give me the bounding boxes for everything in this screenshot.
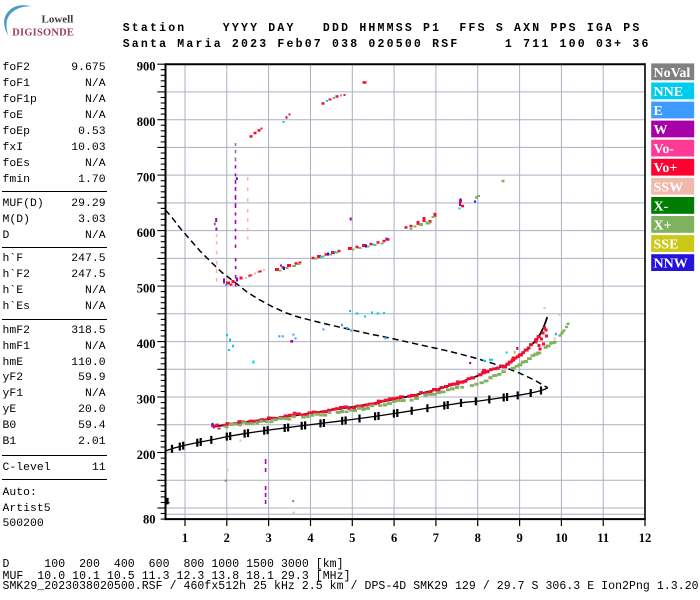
- svg-text:80: 80: [143, 513, 156, 527]
- svg-text:10: 10: [555, 531, 568, 545]
- svg-text:11: 11: [597, 531, 609, 545]
- svg-text:300: 300: [137, 392, 156, 406]
- svg-text:5: 5: [349, 531, 355, 545]
- svg-text:8: 8: [475, 531, 481, 545]
- svg-text:NNE: NNE: [654, 85, 684, 100]
- svg-text:E: E: [654, 104, 663, 119]
- svg-text:NoVal: NoVal: [654, 66, 691, 81]
- svg-text:2: 2: [224, 531, 230, 545]
- svg-text:500: 500: [137, 281, 156, 295]
- svg-text:800: 800: [137, 115, 156, 129]
- svg-text:X-: X-: [654, 199, 669, 214]
- svg-text:200: 200: [137, 448, 156, 462]
- svg-text:9: 9: [516, 531, 522, 545]
- svg-text:X+: X+: [654, 218, 672, 233]
- svg-text:W: W: [654, 123, 668, 138]
- svg-text:SSW: SSW: [654, 180, 684, 195]
- svg-text:4: 4: [307, 531, 314, 545]
- svg-text:DIGISONDE: DIGISONDE: [12, 27, 74, 38]
- svg-text:700: 700: [137, 170, 156, 184]
- svg-text:1: 1: [182, 531, 188, 545]
- svg-text:6: 6: [391, 531, 397, 545]
- svg-text:7: 7: [433, 531, 439, 545]
- svg-text:3: 3: [265, 531, 271, 545]
- svg-text:Vo-: Vo-: [654, 142, 675, 157]
- svg-text:12: 12: [639, 531, 652, 545]
- svg-text:NNW: NNW: [654, 257, 688, 272]
- svg-text:400: 400: [137, 337, 156, 351]
- svg-text:600: 600: [137, 226, 156, 240]
- svg-text:900: 900: [137, 60, 156, 74]
- svg-text:SSE: SSE: [654, 238, 679, 253]
- svg-text:Lowell: Lowell: [42, 14, 74, 26]
- svg-text:Vo+: Vo+: [654, 161, 678, 176]
